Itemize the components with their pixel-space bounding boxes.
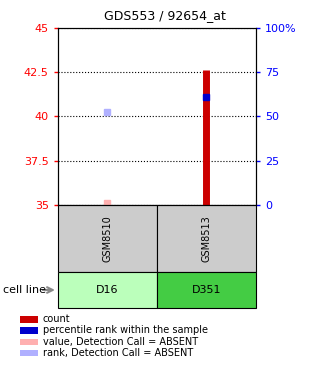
Bar bbox=[157, 205, 256, 272]
Bar bbox=[20, 339, 38, 345]
Text: GSM8510: GSM8510 bbox=[102, 215, 112, 262]
Bar bbox=[20, 350, 38, 356]
Bar bbox=[157, 272, 256, 308]
Text: D16: D16 bbox=[96, 285, 118, 295]
Text: cell line: cell line bbox=[3, 285, 46, 295]
Text: percentile rank within the sample: percentile rank within the sample bbox=[43, 325, 208, 335]
Text: GSM8513: GSM8513 bbox=[201, 215, 211, 262]
Text: GDS553 / 92654_at: GDS553 / 92654_at bbox=[104, 9, 226, 22]
Bar bbox=[20, 316, 38, 323]
Text: rank, Detection Call = ABSENT: rank, Detection Call = ABSENT bbox=[43, 348, 193, 358]
Text: count: count bbox=[43, 314, 71, 324]
Bar bbox=[20, 327, 38, 334]
Text: D351: D351 bbox=[191, 285, 221, 295]
Bar bbox=[58, 272, 157, 308]
Bar bbox=[58, 205, 157, 272]
Text: value, Detection Call = ABSENT: value, Detection Call = ABSENT bbox=[43, 337, 198, 347]
